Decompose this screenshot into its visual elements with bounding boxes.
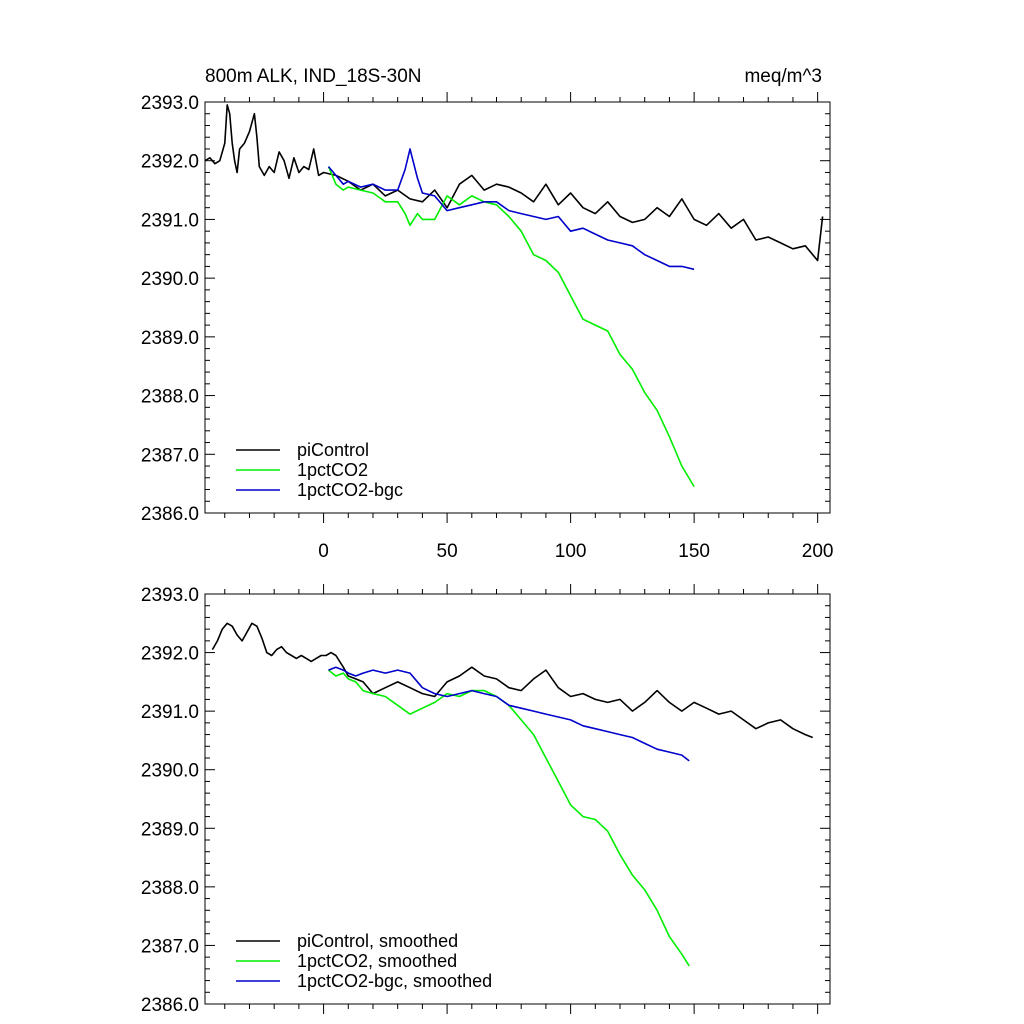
y-tick-label: 2387.0 xyxy=(141,936,199,957)
series-line-1pctco2-smoothed xyxy=(328,669,690,967)
y-tick-label: 2390.0 xyxy=(141,269,199,290)
y-tick-label: 2392.0 xyxy=(141,644,199,665)
y-tick-label: 2391.0 xyxy=(141,702,199,723)
x-tick-label: 50 xyxy=(437,541,458,562)
y-tick-label: 2393.0 xyxy=(141,585,199,606)
series-line-1pctco2-bgc-smoothed xyxy=(328,666,690,762)
legend-label-picontrol-smoothed: piControl, smoothed xyxy=(297,931,458,951)
series-line-1pctco2 xyxy=(327,166,695,488)
units-label: meq/m^3 xyxy=(744,66,822,87)
y-tick-label: 2389.0 xyxy=(141,328,199,349)
y-tick-label: 2388.0 xyxy=(141,387,199,408)
x-axis xyxy=(224,584,819,1014)
y-tick-label: 2389.0 xyxy=(141,819,199,840)
series-line-picontrol-smoothed xyxy=(211,622,813,739)
y-tick-label: 2387.0 xyxy=(141,445,199,466)
plot-frame xyxy=(204,593,831,1005)
series-line-picontrol xyxy=(204,104,824,262)
y-tick-label: 2391.0 xyxy=(141,210,199,231)
y-tick-label: 2393.0 xyxy=(141,93,199,114)
y-axis: 2386.0 2387.0 2388.0 2389.0 2390.0 2391.0 2392… xyxy=(141,585,830,1016)
legend-label-1pctco2-bgc: 1pctCO2-bgc xyxy=(297,480,403,500)
series-group xyxy=(211,622,813,967)
top-panel: 2386.0 2387.0 2388.0 2389.0 2390.0 2391.0 2392… xyxy=(141,66,834,562)
x-tick-label: 0 xyxy=(318,541,329,562)
legend-label-1pctco2-bgc-smoothed: 1pctCO2-bgc, smoothed xyxy=(297,971,492,991)
plot-frame xyxy=(204,101,831,514)
legend-label-picontrol: piControl xyxy=(297,440,369,460)
y-tick-label: 2386.0 xyxy=(141,995,199,1016)
y-tick-label: 2386.0 xyxy=(141,504,199,525)
series-line-1pctco2-bgc xyxy=(327,148,695,271)
x-tick-label: 200 xyxy=(802,541,834,562)
y-tick-label: 2390.0 xyxy=(141,761,199,782)
legend-label-1pctco2: 1pctCO2 xyxy=(297,460,368,480)
bottom-panel: 2386.0 2387.0 2388.0 2389.0 2390.0 2391.0 2392… xyxy=(141,584,831,1016)
y-tick-label: 2392.0 xyxy=(141,152,199,173)
legend-label-1pctco2-smoothed: 1pctCO2, smoothed xyxy=(297,951,457,971)
chart-title: 800m ALK, IND_18S-30N xyxy=(205,66,422,87)
y-axis: 2386.0 2387.0 2388.0 2389.0 2390.0 2391.0 2392… xyxy=(141,93,830,525)
x-axis: 0 50 100 150 200 xyxy=(224,92,834,562)
x-tick-label: 150 xyxy=(678,541,710,562)
series-group xyxy=(204,104,824,488)
x-tick-label: 100 xyxy=(555,541,587,562)
y-tick-label: 2388.0 xyxy=(141,878,199,899)
